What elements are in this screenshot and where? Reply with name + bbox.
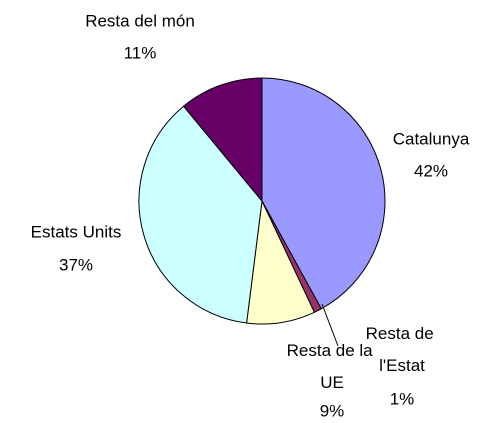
- pie-slice: [182, 77, 263, 203]
- slice-label: Resta de l'Estat: [366, 324, 439, 375]
- pie-slice: [138, 105, 263, 324]
- pie-slice: [261, 77, 386, 310]
- slice-value-label: 42%: [414, 161, 448, 180]
- slice-label: Catalunya: [393, 129, 470, 148]
- slice-label: Resta del món: [85, 11, 195, 30]
- slice-label: Estats Units: [31, 222, 122, 241]
- slice-value-label: 37%: [59, 255, 93, 274]
- slice-value-label: 1%: [390, 389, 415, 408]
- slice-value-label: 11%: [124, 43, 157, 62]
- slice-value-label: 9%: [320, 401, 345, 420]
- leader-line: [321, 303, 339, 347]
- slice-label: Resta de la UE: [287, 341, 378, 392]
